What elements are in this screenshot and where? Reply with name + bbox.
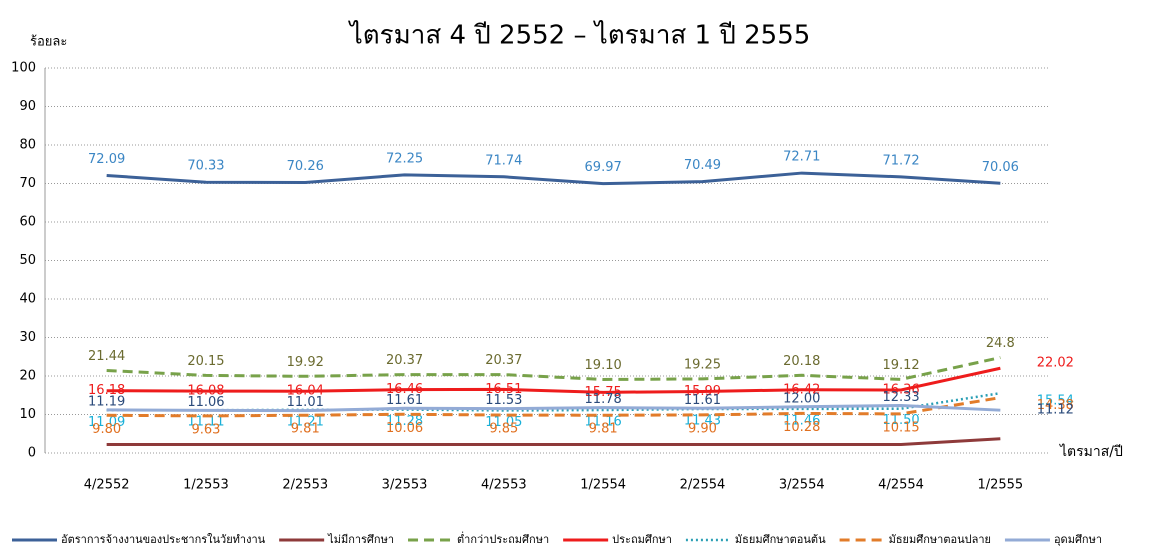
legend-label: อัตราการจ้างงานของประชากรในวัยทำงาน [61, 533, 266, 546]
data-label: 16.46 [386, 382, 423, 397]
data-label: 20.15 [187, 354, 224, 369]
series-line [106, 356, 1001, 381]
x-tick-label: 2/2553 [282, 478, 328, 493]
data-label: 11.06 [187, 395, 224, 410]
data-label: 12.33 [882, 390, 919, 405]
legend-label: อุดมศึกษา [1054, 533, 1102, 546]
data-label: 19.12 [882, 358, 919, 373]
y-tick-label: 100 [11, 61, 36, 76]
legend-label: ไม่มีการศึกษา [327, 533, 394, 546]
chart-title: ไตรมาส 4 ปี 2552 – ไตรมาส 1 ปี 2555 [348, 20, 811, 51]
series-line [106, 404, 1001, 413]
data-label: 19.10 [585, 358, 622, 373]
x-tick-label: 1/2554 [580, 478, 626, 493]
data-label: 11.78 [585, 392, 622, 407]
y-tick-label: 20 [19, 369, 36, 384]
data-label: 11.21 [287, 414, 324, 429]
data-label: 71.72 [882, 153, 919, 168]
data-label: 16.42 [783, 382, 820, 397]
data-label: 15.99 [684, 384, 721, 399]
data-label: 10.06 [386, 421, 423, 436]
data-label: 19.25 [684, 357, 721, 372]
data-label: 72.09 [88, 152, 125, 167]
x-tick-label: 1/2553 [183, 478, 229, 493]
data-label: 20.37 [485, 353, 522, 368]
data-label: 11.46 [783, 413, 820, 428]
data-label: 11.12 [1037, 403, 1074, 418]
data-label: 24.8 [986, 336, 1015, 351]
data-label: 70.26 [287, 159, 324, 174]
data-label: 10.28 [783, 420, 820, 435]
x-tick-label: 4/2552 [84, 478, 130, 493]
legend-label: มัธยมศึกษาตอนปลาย [889, 533, 991, 546]
data-label: 11.50 [882, 413, 919, 428]
data-label: 9.80 [92, 422, 121, 437]
x-tick-label: 4/2554 [878, 478, 924, 493]
data-label: 11.11 [187, 415, 224, 430]
data-label: 21.44 [88, 349, 125, 364]
data-label: 16.36 [882, 383, 919, 398]
data-label: 9.81 [589, 422, 618, 437]
data-label: 19.92 [287, 355, 324, 370]
series-line [106, 171, 1001, 186]
data-label: 11.61 [386, 393, 423, 408]
data-label: 11.61 [684, 393, 721, 408]
data-label: 11.19 [88, 394, 125, 409]
data-label: 16.51 [485, 382, 522, 397]
data-label: 11.53 [485, 393, 522, 408]
data-label: 22.02 [1037, 356, 1074, 371]
data-label: 72.71 [783, 150, 820, 165]
data-label: 16.04 [287, 384, 324, 399]
x-tick-label: 2/2554 [680, 478, 726, 493]
data-label: 16.08 [187, 384, 224, 399]
data-label: 14.38 [1037, 398, 1074, 413]
legend-label: ประถมศึกษา [612, 533, 672, 546]
x-tick-label: 3/2553 [382, 478, 428, 493]
series-line [106, 391, 1001, 412]
data-label: 11.43 [684, 413, 721, 428]
data-label: 9.81 [291, 422, 320, 437]
data-label: 9.63 [191, 422, 220, 437]
data-label: 70.06 [982, 160, 1019, 175]
series-line [106, 366, 1001, 394]
legend-label: ต่ำกว่าประถมศึกษา [457, 531, 549, 546]
data-label: 16.18 [88, 383, 125, 398]
data-label: 10.15 [882, 420, 919, 435]
y-tick-label: 10 [19, 407, 36, 422]
data-label: 11.09 [88, 415, 125, 430]
data-label: 11.16 [585, 415, 622, 430]
x-tick-label: 4/2553 [481, 478, 527, 493]
data-label: 11.01 [287, 395, 324, 410]
y-tick-label: 70 [19, 176, 36, 191]
x-tick-label: 3/2554 [779, 478, 825, 493]
data-label: 72.25 [386, 151, 423, 166]
y-tick-label: 80 [19, 138, 36, 153]
y-tick-label: 60 [19, 215, 36, 230]
data-label: 9.85 [489, 422, 518, 437]
y-axis-label: ร้อยละ [30, 35, 67, 50]
data-label: 69.97 [585, 160, 622, 175]
x-tick-label: 1/2555 [977, 478, 1023, 493]
data-label: 12.00 [783, 391, 820, 406]
x-axis-label: ไตรมาส/ปี [1059, 443, 1123, 460]
data-label: 71.74 [485, 153, 522, 168]
legend-label: มัธยมศึกษาตอนต้น [735, 533, 826, 546]
data-label: 11.28 [386, 414, 423, 429]
data-label: 70.33 [187, 159, 224, 174]
series-line [106, 396, 1001, 418]
y-tick-label: 40 [19, 292, 36, 307]
series-line [106, 437, 1001, 447]
y-tick-label: 0 [28, 446, 36, 461]
y-tick-label: 50 [19, 253, 36, 268]
data-label: 70.49 [684, 158, 721, 173]
y-tick-label: 30 [19, 330, 36, 345]
data-label: 9.90 [688, 421, 717, 436]
data-label: 11.05 [485, 415, 522, 430]
y-tick-label: 90 [19, 99, 36, 114]
data-label: 20.18 [783, 354, 820, 369]
data-label: 15.54 [1037, 394, 1074, 409]
data-label: 20.37 [386, 353, 423, 368]
data-label: 15.75 [585, 385, 622, 400]
